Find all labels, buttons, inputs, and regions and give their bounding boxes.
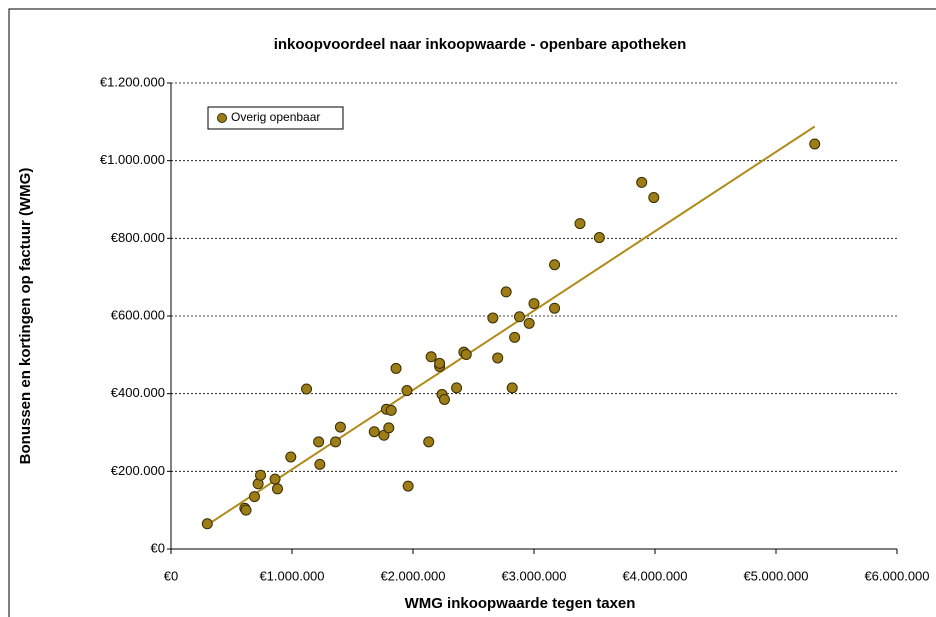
point (301, 383, 313, 395)
x-tick-label: €0 (164, 568, 178, 583)
point (334, 421, 346, 433)
point (383, 422, 395, 434)
y-tick-label: €800.000 (111, 230, 165, 245)
point (549, 302, 561, 314)
x-tick-label: €4.000.000 (622, 568, 687, 583)
point (201, 518, 213, 530)
x-tick-label: €2.000.000 (380, 568, 445, 583)
y-tick-label: €400.000 (111, 385, 165, 400)
point (401, 385, 413, 397)
point (528, 298, 540, 310)
legend-box (207, 106, 344, 130)
point (574, 218, 586, 230)
point (492, 352, 504, 364)
trendline (206, 125, 816, 526)
point (549, 259, 561, 271)
point (368, 426, 380, 438)
point (593, 232, 605, 244)
y-axis-title: Bonussen en kortingen op factuur (WMG) (17, 168, 34, 465)
y-tick-label: €600.000 (111, 307, 165, 322)
point (509, 331, 521, 343)
point (438, 393, 450, 405)
x-axis-title: WMG inkoopwaarde tegen taxen (405, 595, 636, 612)
y-tick-label: €1.000.000 (100, 152, 165, 167)
y-tick-label: €1.200.000 (100, 74, 165, 89)
point (460, 348, 472, 360)
point (434, 357, 446, 369)
point (285, 451, 297, 463)
point (330, 436, 342, 448)
point (248, 491, 260, 503)
point (240, 504, 252, 516)
point (402, 480, 414, 492)
point (255, 469, 267, 481)
legend-marker (217, 113, 227, 123)
chart-frame (8, 8, 936, 617)
x-tick-label: €5.000.000 (743, 568, 808, 583)
point (487, 312, 499, 324)
point (314, 458, 326, 470)
point (500, 286, 512, 298)
point (648, 192, 660, 204)
x-tick-label: €1.000.000 (259, 568, 324, 583)
x-tick-label: €6.000.000 (864, 568, 929, 583)
point (425, 351, 437, 363)
point (523, 317, 535, 329)
x-tick-label: €3.000.000 (501, 568, 566, 583)
point (513, 311, 525, 323)
point (636, 176, 648, 188)
point (423, 436, 435, 448)
y-tick-label: €0 (151, 540, 165, 555)
point (451, 382, 463, 394)
point (506, 382, 518, 394)
point (809, 138, 821, 150)
point (385, 404, 397, 416)
legend-label: Overig openbaar (231, 110, 320, 124)
y-tick-label: €200.000 (111, 463, 165, 478)
point (390, 362, 402, 374)
chart-title: inkoopvoordeel naar inkoopwaarde - openb… (274, 36, 687, 53)
point (271, 483, 283, 495)
point (269, 473, 281, 485)
point (313, 436, 325, 448)
